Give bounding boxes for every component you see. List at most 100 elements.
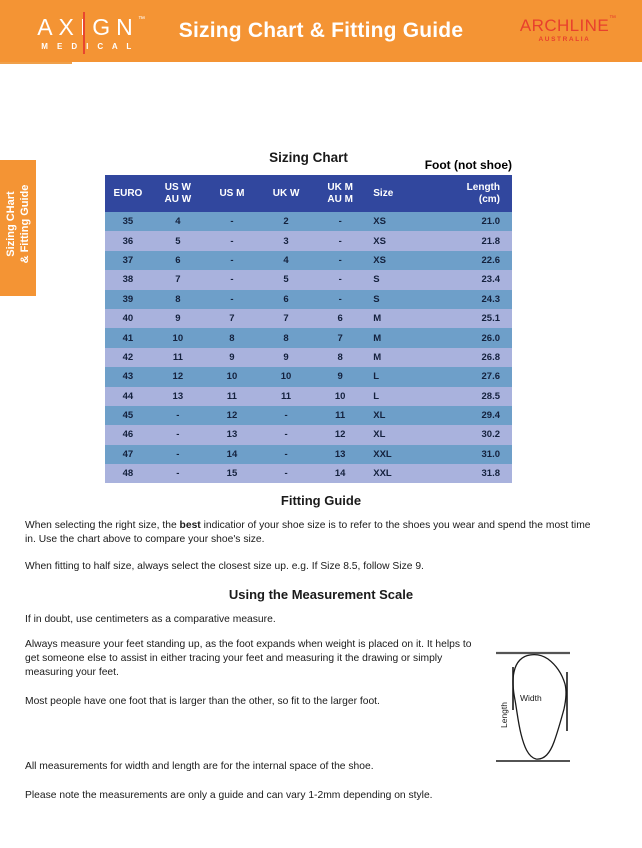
cell-uk-m: 12 [313,425,368,445]
cell-euro: 35 [105,212,151,232]
cell-length: 21.8 [432,231,512,251]
table-row: 45-12-11 XL 29.4 [105,405,512,426]
cell-size: XS [367,231,433,251]
cell-us-w: - [150,405,205,426]
cell-us-w: 12 [150,367,205,387]
cell-us-m: - [204,212,259,232]
col-header-line2: AU W [164,193,192,205]
cell-us-m: 11 [204,386,259,406]
table-row: 35 4-2- XS 21.0 [105,212,512,232]
cell-us-m: 8 [204,328,259,348]
cell-size: M [367,328,433,348]
cell-us-w: 11 [150,347,205,368]
cell-us-m: 12 [204,405,259,426]
col-header-uk-m: UK M AU M [313,175,368,212]
cell-uk-w: 6 [259,289,314,309]
cell-us-m: 15 [204,464,259,484]
cell-us-w: 4 [150,212,205,232]
fg-p1-after: indicatior of your shoe size is to refer… [25,520,591,545]
table-row: 36 5-3- XS 21.8 [105,231,512,251]
table-body: 35 4-2- XS 21.0 36 5-3- XS 21.8 37 6-4- XS 22.6 38 7-… [105,212,512,484]
table-row: 37 6-4- XS 22.6 [105,250,512,271]
cell-length: 26.0 [432,328,512,348]
cell-us-m: 13 [204,425,259,445]
cell-uk-m: 11 [313,405,368,426]
side-tab-label: Sizing CHart & Fitting Guide [5,184,31,264]
cell-length: 30.2 [432,425,512,445]
cell-size: XXL [367,444,433,465]
cell-size: L [367,367,433,387]
col-header-line1: Size [373,187,394,199]
cell-uk-m: - [313,270,368,290]
cell-size: XL [367,405,433,426]
axign-wordmark: AXIGN [37,14,139,40]
cell-length: 28.5 [432,386,512,406]
foot-not-shoe-note: Foot (not shoe) [424,158,512,172]
table-row: 39 8-6- S 24.3 [105,289,512,309]
cell-uk-w: 4 [259,250,314,271]
cell-uk-w: 2 [259,212,314,232]
cell-uk-m: - [313,231,368,251]
col-header-line1: EURO [113,187,143,199]
fg-p1-before: When selecting the right size, the [25,520,180,531]
cell-euro: 47 [105,444,151,465]
header-bar [0,0,642,62]
measurement-paragraph-2: Always measure your feet standing up, as… [25,639,472,678]
table-row: 42 11 9 9 8 M 26.8 [105,347,512,368]
cell-uk-w: 3 [259,231,314,251]
col-header-euro: EURO [105,175,151,212]
col-header-line1: UK W [272,187,300,199]
cell-us-m: - [204,250,259,271]
cell-uk-w: 5 [259,270,314,290]
cell-size: S [367,270,433,290]
fitting-guide-paragraph-2: When fitting to half size, always select… [25,561,424,572]
foot-measurement-diagram: Width Length [492,648,602,766]
cell-uk-m: 10 [313,386,368,406]
col-header-line1: Length [466,181,500,193]
fitting-guide-paragraph-1: When selecting the right size, the best … [25,519,595,547]
measurement-scale-heading: Using the Measurement Scale [228,587,414,602]
cell-us-m: 9 [204,347,259,368]
side-tab: Sizing CHart & Fitting Guide [0,160,36,296]
table-header-row: EURO US W AU W US M UK W UK M AU M Size Le… [105,175,512,212]
col-header-size: Size [367,175,433,212]
cell-euro: 37 [105,250,151,271]
cell-us-m: 7 [204,308,259,329]
cell-uk-w: - [259,464,314,484]
cell-uk-m: - [313,212,368,232]
cell-euro: 36 [105,231,151,251]
table-row: 44 13 11 11 10 L 28.5 [105,386,512,406]
table-row: 43 12 10 10 9 L 27.6 [105,367,512,387]
cell-euro: 46 [105,425,151,445]
cell-euro: 43 [105,367,151,387]
cell-uk-w: - [259,425,314,445]
cell-us-w: 13 [150,386,205,406]
col-header-us-w: US W AU W [150,175,205,212]
cell-uk-m: - [313,289,368,309]
cell-uk-w: 7 [259,308,314,329]
cell-us-m: - [204,231,259,251]
cell-uk-m: 14 [313,464,368,484]
cell-length: 27.6 [432,367,512,387]
cell-size: L [367,386,433,406]
cell-us-m: 10 [204,367,259,387]
archline-subtitle: AUSTRALIA [538,36,591,43]
fitting-guide-heading: Fitting Guide [280,493,362,508]
col-header-uk-w: UK W [259,175,314,212]
cell-length: 31.0 [432,444,512,465]
cell-uk-m: 13 [313,444,368,465]
cell-uk-w: 9 [259,347,314,368]
axign-stripe [83,12,85,54]
cell-us-m: - [204,270,259,290]
cell-length: 29.4 [432,405,512,426]
cell-length: 25.1 [432,308,512,329]
page-title: Sizing Chart & Fitting Guide [178,19,464,42]
cell-euro: 41 [105,328,151,348]
archline-logo: ARCHLINE ™ AUSTRALIA [512,15,617,50]
cell-uk-m: 7 [313,328,368,348]
table-row: 46-13-12 XL 30.2 [105,425,512,445]
cell-size: XXL [367,464,433,484]
cell-us-m: 14 [204,444,259,465]
cell-euro: 44 [105,386,151,406]
cell-uk-m: - [313,250,368,271]
